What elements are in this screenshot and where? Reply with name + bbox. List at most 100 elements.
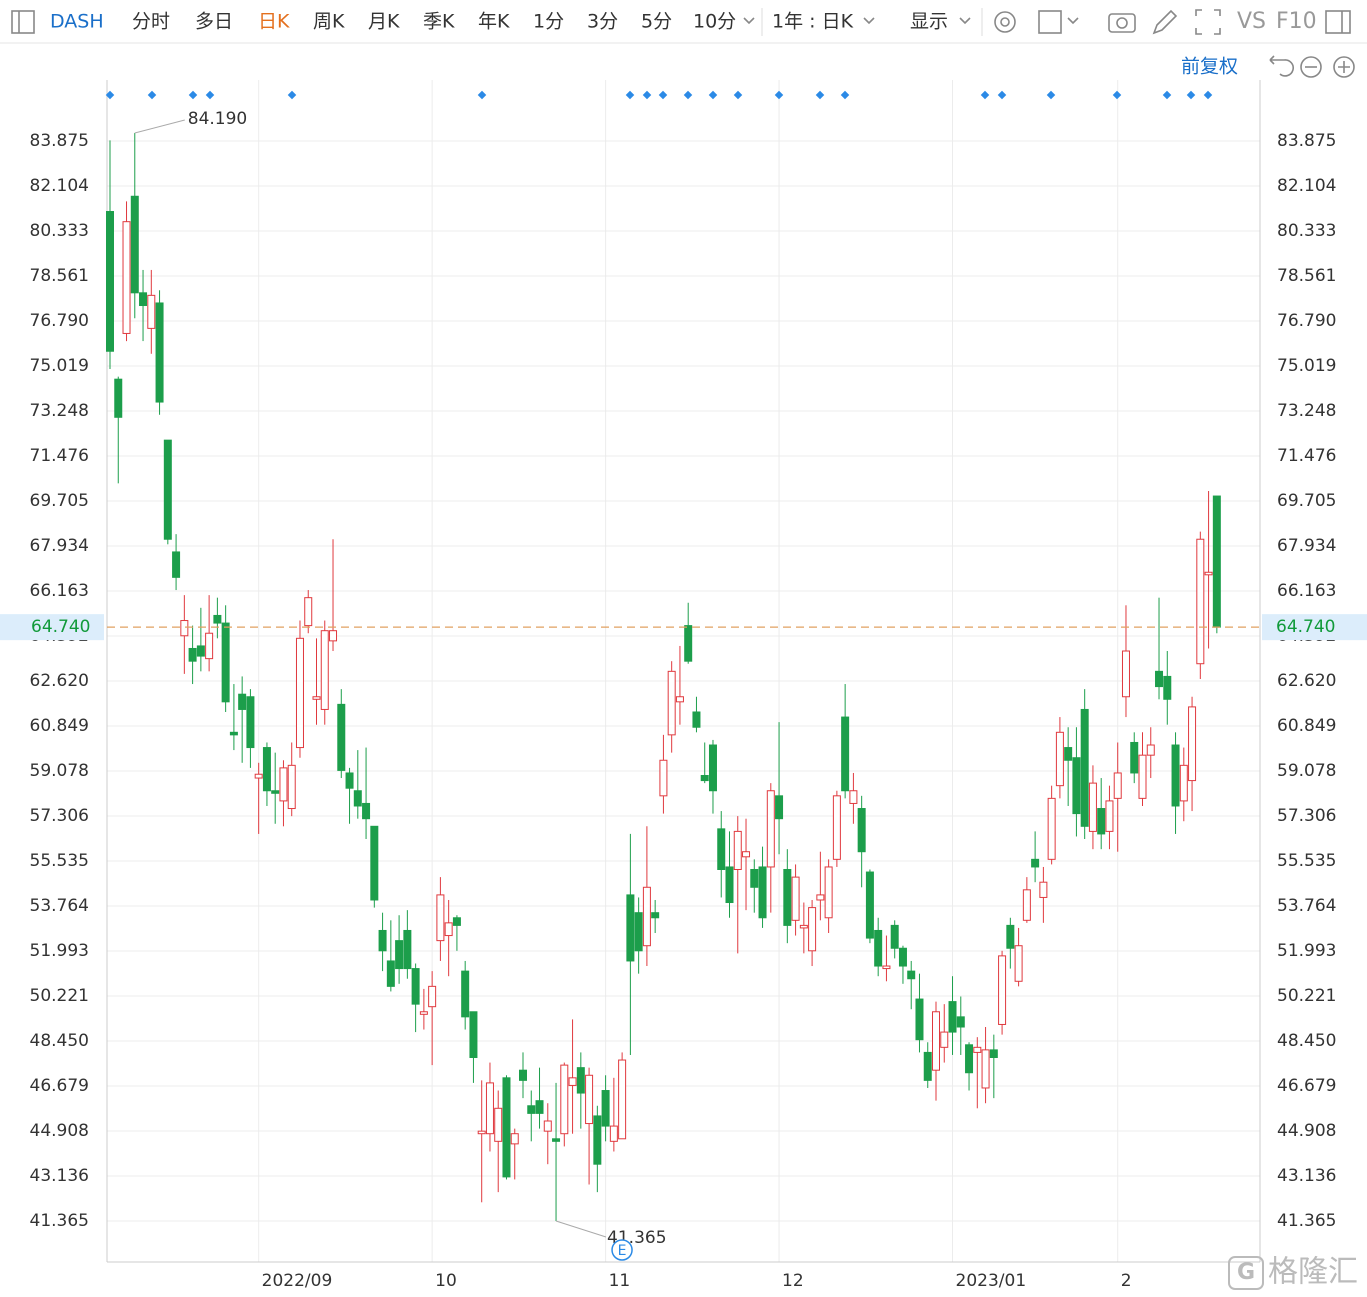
event-marker — [147, 90, 157, 100]
candle-body — [353, 790, 362, 807]
candle-body — [1014, 945, 1023, 982]
candle-body — [560, 1064, 569, 1135]
menu-icon[interactable] — [11, 10, 35, 34]
candle-body — [519, 1069, 527, 1081]
period-tabs: 分时 多日 日K 周K 月K 季K 年K 1分 3分 5分 10分 — [132, 11, 755, 33]
panel-icon[interactable] — [1325, 10, 1351, 34]
y2-tick-label: 71.476 — [1277, 446, 1336, 466]
y-tick-label: 71.476 — [30, 446, 89, 466]
event-marker — [105, 90, 115, 100]
y2-tick-label: 48.450 — [1277, 1031, 1336, 1051]
candle-body — [329, 630, 338, 642]
zoom-out-icon[interactable] — [1300, 56, 1322, 78]
candle-body — [180, 620, 189, 637]
adjust-mode[interactable]: 前复权 — [1181, 56, 1238, 78]
candle-body — [312, 696, 321, 700]
pencil-icon[interactable] — [1152, 9, 1178, 35]
candle-body — [139, 292, 148, 307]
candle-body — [1055, 731, 1064, 787]
event-marker — [1203, 90, 1213, 100]
candle-body — [1047, 797, 1056, 860]
undo-icon[interactable] — [1269, 55, 1294, 77]
candle-body — [634, 912, 643, 952]
candle-body — [172, 551, 181, 578]
y-tick-label: 83.875 — [30, 131, 89, 151]
candle-body — [1113, 772, 1122, 799]
candle-body — [684, 625, 693, 662]
period-tab[interactable]: 分时 — [132, 11, 170, 33]
event-marker — [774, 90, 784, 100]
symbol[interactable]: DASH — [50, 11, 104, 33]
x-tick-label: 2 — [1121, 1271, 1132, 1291]
draw-shape-icon[interactable] — [1038, 10, 1062, 34]
settings-icon[interactable] — [994, 11, 1016, 33]
y-tick-label: 59.078 — [30, 761, 89, 781]
event-badge-label: E — [618, 1243, 627, 1259]
event-marker — [642, 90, 652, 100]
candle-body — [675, 696, 684, 703]
candle-body — [386, 960, 395, 987]
y-tick-label: 66.163 — [30, 581, 89, 601]
candle-body — [667, 670, 676, 736]
period-tab[interactable]: 5分 — [641, 11, 672, 33]
candle-body — [1121, 650, 1130, 698]
zoom-in-icon[interactable] — [1333, 56, 1355, 78]
x-tick-label: 10 — [435, 1271, 457, 1291]
candle-body — [708, 744, 717, 792]
candle-body — [783, 868, 792, 926]
period-tab[interactable]: 3分 — [587, 11, 618, 33]
y2-tick-label: 53.764 — [1277, 896, 1336, 916]
fullscreen-icon[interactable] — [1195, 9, 1221, 35]
period-tab[interactable]: 多日 — [195, 11, 233, 33]
candle-body — [898, 947, 907, 967]
zoom-in-plus — [1338, 61, 1350, 73]
period-tab[interactable]: 月K — [368, 11, 400, 33]
candle-body — [923, 1051, 932, 1081]
candle-body — [1204, 571, 1213, 576]
y2-tick-label: 69.705 — [1277, 491, 1336, 511]
candle-body — [733, 830, 742, 870]
candle-body — [279, 767, 288, 802]
last-price-box — [0, 614, 104, 641]
y2-tick-label: 67.934 — [1277, 536, 1336, 556]
period-tab[interactable]: 周K — [313, 11, 345, 33]
display-select[interactable]: 显示 — [910, 11, 948, 33]
candle-body — [246, 696, 255, 749]
candle-body — [130, 195, 139, 294]
candle-body — [1171, 744, 1180, 807]
candle-body — [477, 1130, 486, 1135]
y-tick-label: 41.365 — [30, 1211, 89, 1231]
event-marker — [840, 90, 850, 100]
compare-button[interactable]: VS — [1237, 9, 1266, 34]
last-price-label: 64.740 — [31, 617, 90, 637]
event-marker — [1162, 90, 1172, 100]
y-tick-label: 73.248 — [30, 401, 89, 421]
grid: 41.365 41.365 43.136 43.136 44.908 44.908 46.6… — [30, 80, 1336, 1291]
event-marker — [683, 90, 693, 100]
y-tick-label: 55.535 — [30, 851, 89, 871]
candle-body — [378, 929, 387, 952]
period-tab[interactable]: 季K — [423, 11, 455, 33]
candle-body — [700, 774, 709, 782]
candle-body — [461, 970, 470, 1018]
y-tick-label: 51.993 — [30, 941, 89, 961]
candle-body — [1022, 889, 1031, 921]
candle-body — [543, 1120, 552, 1132]
y2-tick-label: 59.078 — [1277, 761, 1336, 781]
range-select[interactable]: 1年 : 日K — [772, 11, 854, 33]
candle-body — [1039, 881, 1048, 898]
candle-body — [593, 1115, 602, 1165]
candle-body — [287, 764, 296, 810]
period-tab[interactable]: 日K — [258, 11, 290, 33]
period-tab[interactable]: 10分 — [693, 11, 736, 33]
period-tab[interactable]: 年K — [478, 11, 510, 33]
watermark: 格隆汇 — [1268, 1255, 1358, 1290]
camera-icon[interactable] — [1108, 13, 1136, 33]
period-tab[interactable]: 1分 — [533, 11, 564, 33]
y-tick-label: 82.104 — [30, 176, 89, 196]
y-tick-label: 57.306 — [30, 806, 89, 826]
f10-button[interactable]: F10 — [1276, 9, 1317, 34]
candle-body — [238, 693, 247, 710]
candle-body — [874, 929, 883, 967]
